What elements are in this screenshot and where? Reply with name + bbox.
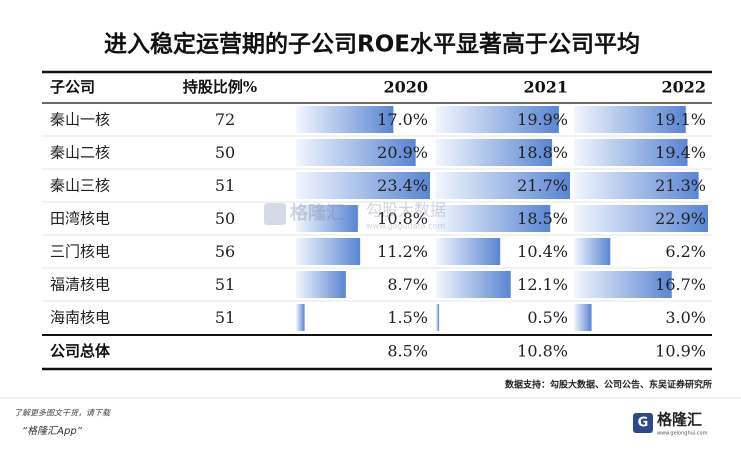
data-bar	[436, 205, 551, 232]
data-bar	[436, 304, 440, 331]
promo-app: “格隆汇App”	[22, 425, 83, 437]
roe-value: 12.1%	[517, 275, 568, 294]
roe-value: 8.7%	[387, 275, 428, 294]
data-bar	[296, 139, 416, 166]
header-cell: 2022	[661, 78, 706, 97]
row-name: 海南核电	[50, 309, 110, 327]
holding: 56	[215, 242, 235, 261]
roe-value: 18.5%	[517, 209, 568, 228]
roe-value: 19.1%	[655, 110, 706, 129]
data-bar	[574, 106, 686, 133]
total-value: 10.8%	[517, 342, 568, 361]
data-bar	[436, 238, 501, 265]
header-cell: 持股比例%	[183, 78, 257, 96]
roe-value: 19.4%	[655, 143, 706, 162]
data-bar	[574, 304, 592, 331]
data-bar	[574, 139, 688, 166]
row-name: 三门核电	[50, 243, 110, 261]
total-name: 公司总体	[50, 342, 111, 360]
header-cell: 子公司	[50, 78, 95, 96]
roe-value: 3.0%	[665, 308, 706, 327]
data-bar	[296, 172, 430, 199]
title: 进入稳定运营期的子公司ROE水平显著高于公司平均	[104, 31, 640, 58]
holding: 51	[215, 275, 235, 294]
watermark-brand: 格隆汇	[290, 202, 344, 224]
roe-value: 10.4%	[517, 242, 568, 261]
roe-value: 1.5%	[387, 308, 428, 327]
data-bar	[296, 304, 305, 331]
holding: 51	[215, 308, 235, 327]
roe-value: 23.4%	[377, 176, 428, 195]
roe-value: 18.8%	[517, 143, 568, 162]
holding: 72	[215, 110, 235, 129]
roe-value: 16.7%	[655, 275, 706, 294]
data-bar	[436, 106, 559, 133]
roe-value: 0.5%	[527, 308, 568, 327]
watermark-url: www.gogudata.com	[366, 222, 445, 231]
roe-value: 22.9%	[655, 209, 706, 228]
data-bar	[574, 238, 611, 265]
row-name: 田湾核电	[50, 210, 110, 228]
roe-value: 17.0%	[377, 110, 428, 129]
logo-icon	[633, 413, 653, 433]
logo-name: 格隆汇	[657, 411, 702, 429]
roe-value: 11.2%	[377, 242, 428, 261]
source: 数据支持：勾股大数据、公司公告、东吴证券研究所	[505, 379, 712, 391]
data-bar	[574, 172, 699, 199]
watermark: 格隆汇 勾股大数据 www.gogudata.com	[264, 201, 446, 231]
row-name: 秦山二核	[50, 144, 110, 162]
watermark-icon	[264, 203, 286, 225]
row-name: 福清核电	[50, 276, 110, 294]
roe-value: 21.7%	[517, 176, 568, 195]
data-bar	[296, 205, 358, 232]
row-name: 秦山三核	[50, 177, 110, 195]
promo: 了解更多图文干货，请下载	[14, 409, 111, 418]
roe-value: 20.9%	[377, 143, 428, 162]
total-value: 10.9%	[655, 342, 706, 361]
holding: 50	[215, 143, 235, 162]
holding: 50	[215, 209, 235, 228]
roe-value: 21.3%	[655, 176, 706, 195]
data-bar	[574, 205, 708, 232]
data-bar	[296, 238, 361, 265]
logo-glyph: G	[638, 416, 649, 431]
row-name: 秦山一核	[50, 111, 110, 129]
data-bar	[436, 172, 570, 199]
logo-url: www.gelonghui.com	[657, 431, 708, 437]
header-cell: 2020	[383, 78, 428, 97]
roe-value: 10.8%	[377, 209, 428, 228]
roe-value: 19.9%	[517, 110, 568, 129]
watermark-name: 勾股大数据	[366, 201, 446, 220]
data-bar	[574, 271, 672, 298]
data-bar	[296, 271, 346, 298]
roe-value: 6.2%	[665, 242, 706, 261]
data-bar	[436, 271, 511, 298]
total-value: 8.5%	[387, 342, 428, 361]
holding: 51	[215, 176, 235, 195]
header-cell: 2021	[523, 78, 568, 97]
data-bar	[296, 106, 394, 133]
data-bar	[436, 139, 553, 166]
